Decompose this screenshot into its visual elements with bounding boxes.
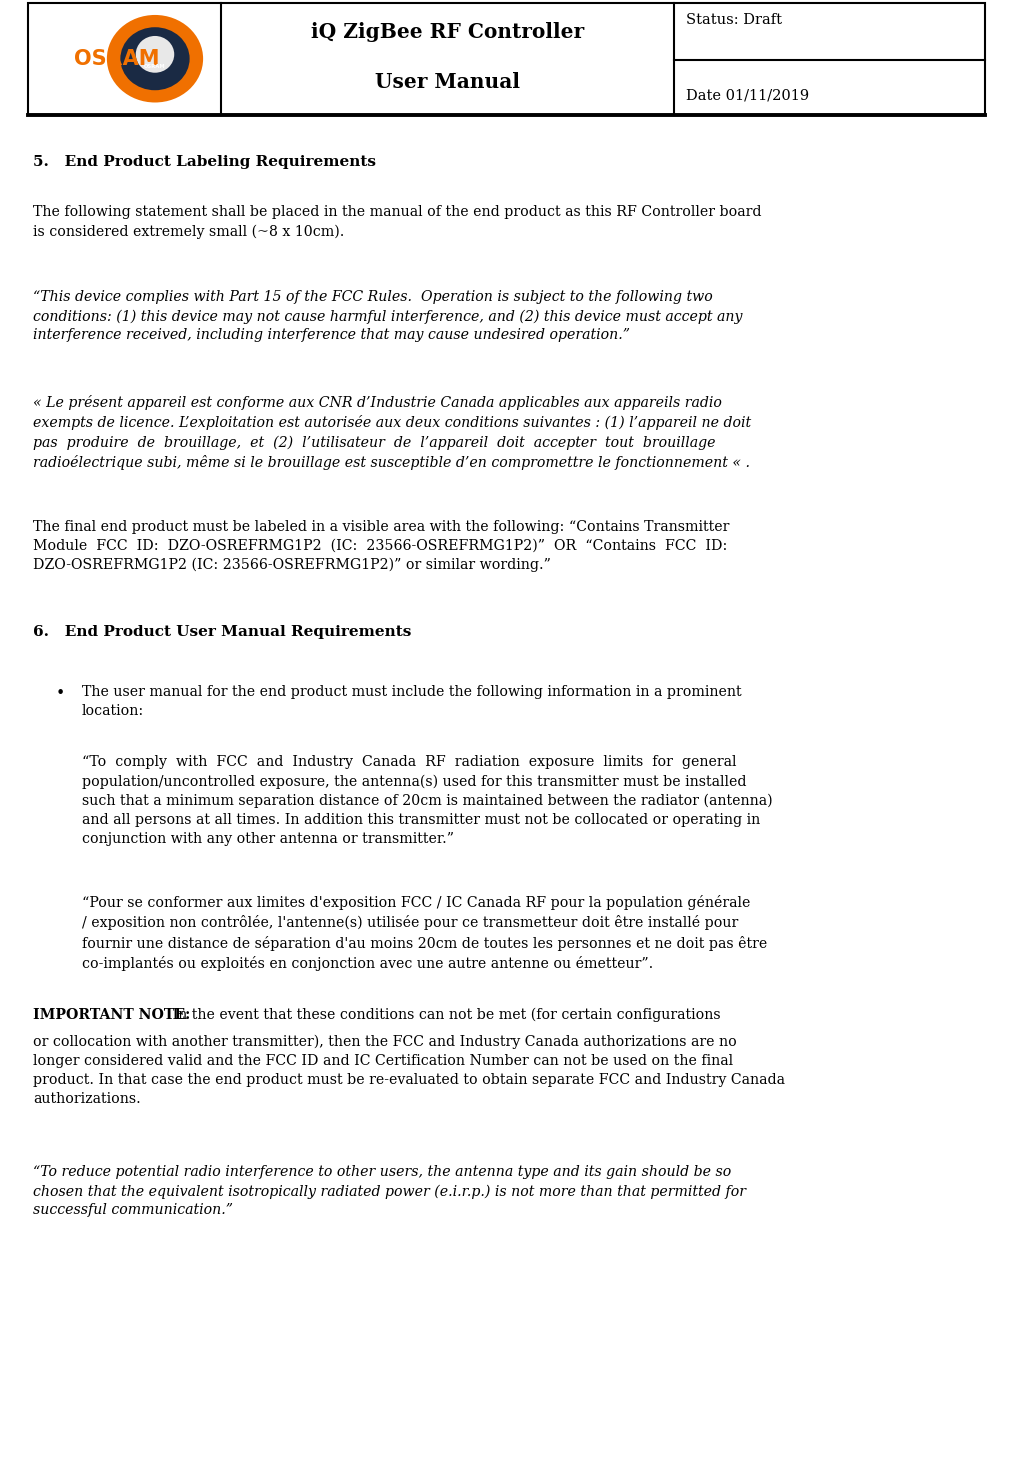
Text: •: • — [56, 684, 65, 702]
Text: IMPORTANT NOTE:: IMPORTANT NOTE: — [33, 1008, 190, 1021]
Text: Date 01/11/2019: Date 01/11/2019 — [686, 89, 809, 102]
Text: iQ ZigBee RF Controller: iQ ZigBee RF Controller — [311, 22, 583, 42]
Text: The final end product must be labeled in a visible area with the following: “Con: The final end product must be labeled in… — [33, 519, 729, 572]
Text: The user manual for the end product must include the following information in a : The user manual for the end product must… — [82, 684, 742, 718]
Text: “This device complies with Part 15 of the FCC Rules.  Operation is subject to th: “This device complies with Part 15 of th… — [33, 290, 743, 343]
Text: or collocation with another transmitter), then the FCC and Industry Canada autho: or collocation with another transmitter)… — [33, 1034, 785, 1106]
Text: 5.   End Product Labeling Requirements: 5. End Product Labeling Requirements — [33, 155, 377, 169]
Ellipse shape — [121, 28, 189, 90]
FancyBboxPatch shape — [28, 3, 985, 115]
Text: « Le présent appareil est conforme aux CNR d’Industrie Canada applicables aux ap: « Le présent appareil est conforme aux C… — [33, 395, 752, 470]
Text: “To  comply  with  FCC  and  Industry  Canada  RF  radiation  exposure  limits  : “To comply with FCC and Industry Canada … — [82, 754, 773, 846]
Ellipse shape — [136, 36, 174, 73]
Text: “Pour se conformer aux limites d'exposition FCC / IC Canada RF pour la populatio: “Pour se conformer aux limites d'exposit… — [82, 894, 767, 972]
Text: Status: Draft: Status: Draft — [686, 13, 782, 28]
Text: OSRAM: OSRAM — [144, 64, 166, 69]
Text: “To reduce potential radio interference to other users, the antenna type and its: “To reduce potential radio interference … — [33, 1164, 747, 1217]
Ellipse shape — [107, 15, 203, 102]
Text: 6.   End Product User Manual Requirements: 6. End Product User Manual Requirements — [33, 624, 412, 639]
Text: In the event that these conditions can not be met (for certain configurations: In the event that these conditions can n… — [168, 1008, 721, 1023]
Text: User Manual: User Manual — [375, 71, 520, 92]
Text: OSRAM: OSRAM — [74, 48, 159, 69]
Text: The following statement shall be placed in the manual of the end product as this: The following statement shall be placed … — [33, 206, 762, 238]
